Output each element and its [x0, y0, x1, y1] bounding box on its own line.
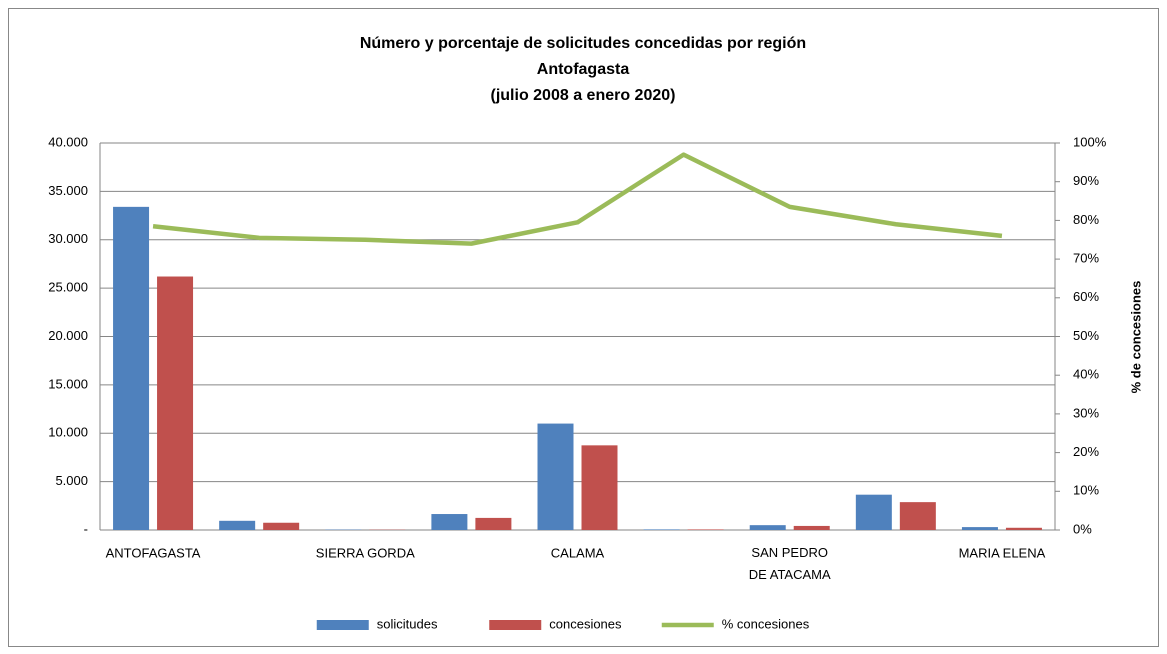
chart-frame [8, 8, 1159, 647]
y-tick-label: 10.000 [48, 425, 88, 440]
bar [157, 276, 194, 530]
y2-tick-label: 40% [1073, 367, 1099, 382]
x-tick-label: MARIA ELENA [959, 545, 1046, 560]
legend-label: concesiones [549, 616, 622, 631]
y-tick-label: 5.000 [55, 473, 88, 488]
y2-tick-label: 10% [1073, 483, 1099, 498]
y-tick-label: 40.000 [48, 134, 88, 149]
bar [581, 445, 618, 530]
legend-label: % concesiones [722, 616, 810, 631]
bar [793, 525, 830, 530]
bar [1005, 527, 1042, 530]
y2-tick-label: 80% [1073, 212, 1099, 227]
y-tick-label: - [84, 521, 88, 536]
y2-tick-label: 50% [1073, 328, 1099, 343]
bar [749, 525, 786, 530]
y-tick-label: 15.000 [48, 376, 88, 391]
y-tick-label: 30.000 [48, 231, 88, 246]
x-tick-label: ANTOFAGASTA [106, 545, 201, 560]
y2-tick-label: 70% [1073, 251, 1099, 266]
legend-swatch [489, 620, 542, 630]
bar [219, 520, 256, 530]
chart-title: Antofagasta [537, 61, 630, 78]
bar [643, 529, 680, 530]
chart-title: (julio 2008 a enero 2020) [491, 87, 676, 104]
y-tick-label: 35.000 [48, 183, 88, 198]
legend-swatch [316, 620, 369, 630]
x-tick-label: SAN PEDRO DE ATACAMA [749, 545, 831, 582]
y-tick-label: 25.000 [48, 280, 88, 295]
bar [431, 514, 468, 530]
bar [961, 527, 998, 530]
line-series [152, 152, 1003, 246]
y2-tick-label: 0% [1073, 521, 1092, 536]
y2-tick-label: 30% [1073, 405, 1099, 420]
bar [263, 522, 300, 530]
y-tick-label: 20.000 [48, 328, 88, 343]
bar [855, 494, 892, 530]
y2-tick-label: 90% [1073, 173, 1099, 188]
y2-tick-label: 100% [1073, 134, 1107, 149]
x-tick-label: SIERRA GORDA [316, 545, 415, 560]
bar [113, 206, 150, 531]
x-tick-label: CALAMA [551, 545, 605, 560]
bar [687, 529, 724, 530]
bar [475, 517, 512, 530]
y2-tick-label: 60% [1073, 289, 1099, 304]
y2-axis-title: % de concesiones [1128, 281, 1143, 394]
bar [537, 423, 574, 530]
y2-tick-label: 20% [1073, 444, 1099, 459]
bar [899, 502, 936, 530]
legend-label: solicitudes [377, 616, 438, 631]
chart-title: Número y porcentaje de solicitudes conce… [360, 35, 806, 52]
